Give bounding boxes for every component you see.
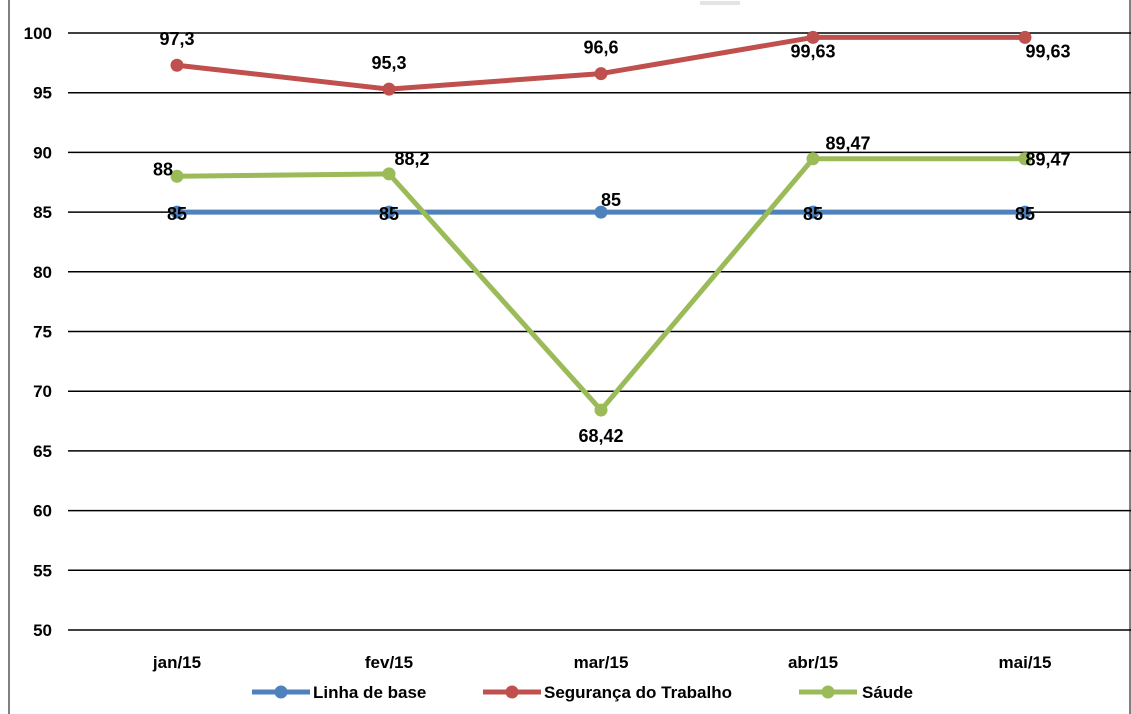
y-tick-label: 65 (33, 442, 52, 461)
data-point-linha-de-base (806, 205, 820, 219)
x-tick-label: mar/15 (574, 653, 629, 672)
data-label-saude: 68,42 (578, 426, 623, 446)
data-point-linha-de-base (382, 205, 396, 219)
data-point-seguranca-do-trabalho (1018, 30, 1032, 44)
x-tick-label: abr/15 (788, 653, 838, 672)
data-point-seguranca-do-trabalho (594, 67, 608, 81)
data-label-linha-de-base: 85 (1015, 204, 1035, 224)
legend-item-saude: Sáude (799, 683, 913, 702)
data-point-saude (806, 152, 820, 166)
data-label-linha-de-base: 85 (803, 204, 823, 224)
data-label-seguranca-do-trabalho: 97,3 (159, 29, 194, 49)
data-label-linha-de-base: 85 (601, 190, 621, 210)
x-tick-label: mai/15 (999, 653, 1052, 672)
legend-item-linha-de-base: Linha de base (252, 683, 426, 702)
data-label-saude: 88 (153, 159, 173, 179)
legend-label: Linha de base (313, 683, 426, 702)
y-tick-label: 75 (33, 323, 52, 342)
legend-item-seguranca-do-trabalho: Segurança do Trabalho (483, 683, 732, 702)
data-point-seguranca-do-trabalho (382, 82, 396, 96)
x-tick-label: fev/15 (365, 653, 413, 672)
y-tick-label: 55 (33, 561, 52, 580)
y-tick-label: 95 (33, 84, 52, 103)
legend-swatch-marker (274, 685, 288, 699)
data-point-linha-de-base (1018, 205, 1032, 219)
data-label-saude: 89,47 (825, 134, 870, 154)
data-label-seguranca-do-trabalho: 99,63 (1025, 41, 1070, 61)
data-point-saude (382, 167, 396, 181)
data-label-seguranca-do-trabalho: 99,63 (790, 41, 835, 61)
data-label-seguranca-do-trabalho: 96,6 (583, 38, 618, 58)
data-point-linha-de-base (594, 205, 608, 219)
y-tick-label: 90 (33, 143, 52, 162)
data-label-seguranca-do-trabalho: 95,3 (371, 53, 406, 73)
data-label-saude: 88,2 (394, 149, 429, 169)
legend-swatch-marker (505, 685, 519, 699)
legend-label: Sáude (862, 683, 913, 702)
data-point-seguranca-do-trabalho (806, 30, 820, 44)
y-tick-label: 100 (24, 24, 52, 43)
legend-swatch-marker (821, 685, 835, 699)
y-tick-label: 70 (33, 382, 52, 401)
data-point-saude (170, 169, 184, 183)
y-tick-label: 80 (33, 263, 52, 282)
data-point-saude (1018, 152, 1032, 166)
x-tick-label: jan/15 (152, 653, 201, 672)
data-label-saude: 89,47 (1025, 150, 1070, 170)
data-label-linha-de-base: 85 (167, 204, 187, 224)
data-point-saude (594, 403, 608, 417)
y-tick-label: 85 (33, 203, 52, 222)
data-point-linha-de-base (170, 205, 184, 219)
y-tick-label: 60 (33, 502, 52, 521)
data-label-linha-de-base: 85 (379, 204, 399, 224)
data-point-seguranca-do-trabalho (170, 58, 184, 72)
y-tick-label: 50 (33, 621, 52, 640)
legend-label: Segurança do Trabalho (544, 683, 732, 702)
